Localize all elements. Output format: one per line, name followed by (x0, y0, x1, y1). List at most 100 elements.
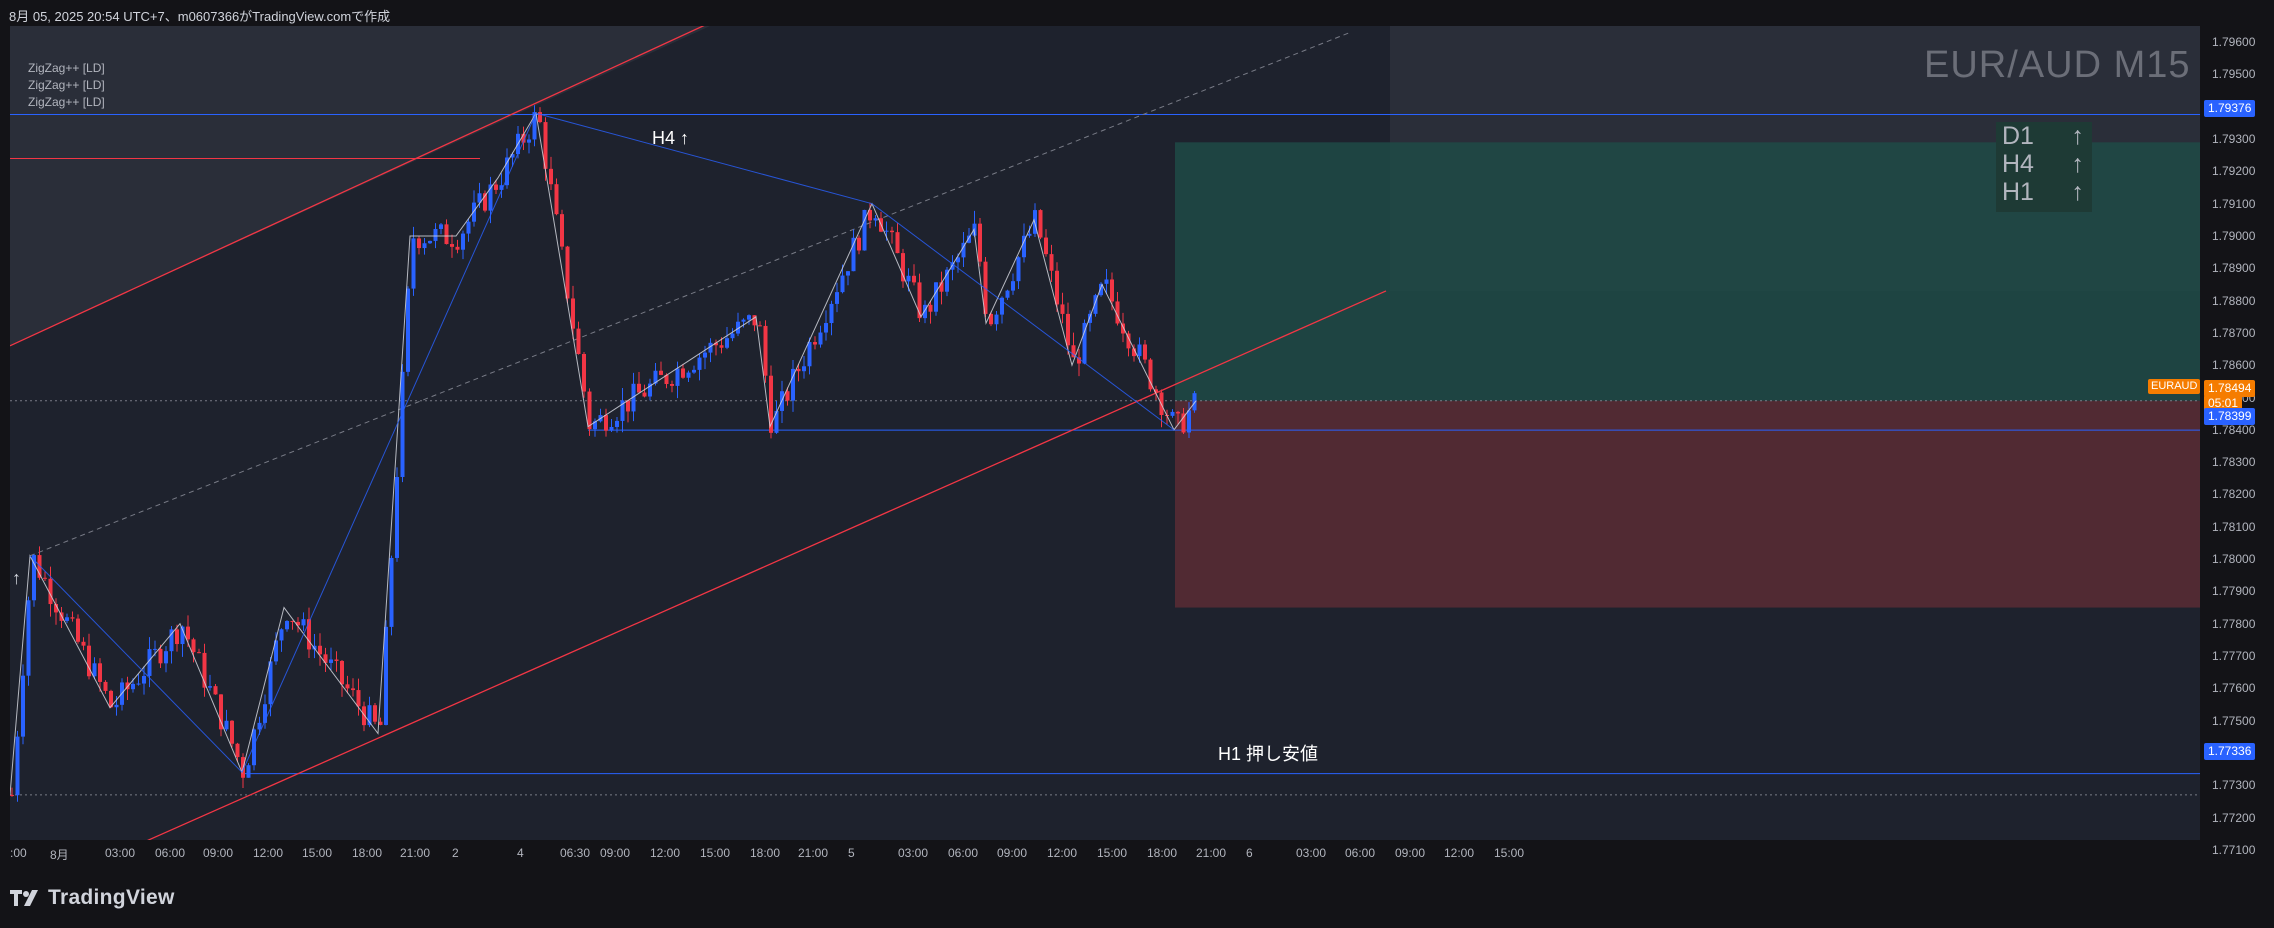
candle-body (180, 626, 185, 645)
price-axis-label: 1.78400 (2212, 422, 2256, 437)
candle-body (208, 686, 212, 688)
time-axis-label: 15:00 (1097, 846, 1128, 860)
price-axis-label: 1.79300 (2212, 132, 2256, 147)
time-axis[interactable]: :00 8月 03:00 06:00 09:00 12:00 15:00 18:00 21:00… (10, 840, 2200, 866)
trend-row-h4: H4 ↑ (1996, 150, 2092, 178)
candle-body (714, 342, 718, 346)
candle-body (395, 476, 399, 558)
candle-body (345, 684, 350, 689)
time-axis-label: 8月 (50, 848, 69, 862)
indicator-label[interactable]: ZigZag++ [LD] (28, 95, 105, 109)
candle-body (186, 626, 190, 640)
candle-body (1060, 304, 1065, 314)
candle-body (1022, 235, 1026, 258)
time-axis-label: 21:00 (400, 846, 431, 860)
indicator-legend: ZigZag++ [LD] ZigZag++ [LD] ZigZag++ [LD… (28, 60, 105, 111)
candle-body (1082, 322, 1087, 364)
candle-body (994, 314, 999, 325)
candle-body (945, 269, 949, 292)
candle-body (659, 370, 663, 375)
time-axis-label: 12:00 (1444, 846, 1475, 860)
candle-body (356, 690, 361, 707)
candle-body (807, 342, 812, 367)
candle-body (268, 661, 273, 705)
indicator-label[interactable]: ZigZag++ [LD] (28, 78, 105, 92)
up-arrow-icon: ↑ (12, 568, 21, 588)
candle-body (15, 736, 20, 796)
candle-body (351, 688, 355, 691)
candle-body (670, 384, 674, 386)
candle-body (609, 426, 614, 431)
time-axis-label: 06:00 (1345, 846, 1376, 860)
candle-body (576, 328, 581, 354)
candle-body (587, 391, 592, 430)
time-axis-label: 12:00 (650, 846, 681, 860)
candle-body (989, 313, 993, 325)
time-axis-label: 4 (517, 846, 524, 860)
tradingview-logo[interactable]: TradingView (10, 886, 175, 910)
candle-body (818, 332, 823, 345)
price-axis[interactable]: 1.796001.795001.794001.793001.792001.791… (2200, 26, 2274, 866)
candle-body (901, 253, 905, 282)
price-axis-label: 1.79200 (2212, 164, 2256, 179)
price-axis-label: 1.79100 (2212, 196, 2256, 211)
time-axis-label: 15:00 (302, 846, 333, 860)
candle-body (362, 706, 366, 726)
price-axis-label: 1.77500 (2212, 713, 2256, 728)
candle-body (274, 640, 278, 662)
candle-body (455, 246, 460, 250)
candle-body (48, 578, 53, 605)
candle-body (1099, 283, 1103, 296)
symbol-price-tag: EURAUD (2148, 379, 2201, 394)
header-bar: 8月 05, 2025 20:54 UTC+7、m0607366がTrading… (0, 0, 2274, 26)
candle-body (1176, 411, 1180, 414)
candle-body (785, 391, 790, 401)
candle-body (538, 112, 542, 123)
candle-body (246, 765, 251, 778)
candle-body (802, 366, 806, 372)
candle-body (92, 663, 97, 677)
candle-body (384, 626, 388, 725)
candle-body (681, 368, 685, 378)
header-text: 8月 05, 2025 20:54 UTC+7、m0607366がTrading… (9, 9, 391, 24)
candle-body (136, 683, 141, 685)
candle-body (835, 292, 839, 304)
candle-body (103, 681, 108, 691)
candle-body (648, 383, 652, 397)
resistance-price-tag: 1.79376 (2204, 100, 2256, 117)
zigzag-htf-line (29, 112, 1175, 774)
trend-timeframe: H4 (2002, 150, 2034, 178)
candle-body (472, 202, 476, 222)
h4-trend-label: H4 ↑ (652, 128, 690, 148)
candle-body (461, 233, 465, 250)
candle-body (411, 238, 416, 289)
candle-body (912, 275, 916, 283)
candle-body (1016, 257, 1021, 282)
indicator-label[interactable]: ZigZag++ [LD] (28, 61, 105, 75)
candle-body (1104, 279, 1109, 284)
price-axis-label: 1.78200 (2212, 487, 2256, 502)
candle-body (400, 371, 405, 477)
candle-body (65, 617, 69, 621)
chart-area[interactable]: ZigZag++ [LD] ZigZag++ [LD] ZigZag++ [LD… (10, 26, 2200, 866)
candle-body (549, 168, 553, 185)
candle-body (527, 139, 531, 143)
time-axis-label: :00 (10, 846, 27, 860)
time-axis-label: 15:00 (1494, 846, 1525, 860)
candle-body (235, 743, 240, 758)
range-low-price-tag: 1.78399 (2204, 408, 2256, 425)
price-axis-label: 1.78900 (2212, 261, 2256, 276)
time-axis-label: 2 (452, 846, 459, 860)
candle-body (318, 645, 322, 655)
candle-body (334, 659, 339, 661)
h1-support-price-tag: 1.77336 (2204, 743, 2256, 760)
candle-body (1115, 301, 1120, 324)
candle-body (1126, 333, 1131, 349)
trend-row-h1: H1 ↑ (1996, 178, 2092, 206)
candle-body (213, 686, 218, 695)
candle-body (620, 400, 625, 421)
price-chart[interactable] (10, 26, 2200, 866)
price-axis-label: 1.77300 (2212, 778, 2256, 793)
candle-body (796, 368, 801, 372)
footer: TradingView (0, 866, 2274, 928)
